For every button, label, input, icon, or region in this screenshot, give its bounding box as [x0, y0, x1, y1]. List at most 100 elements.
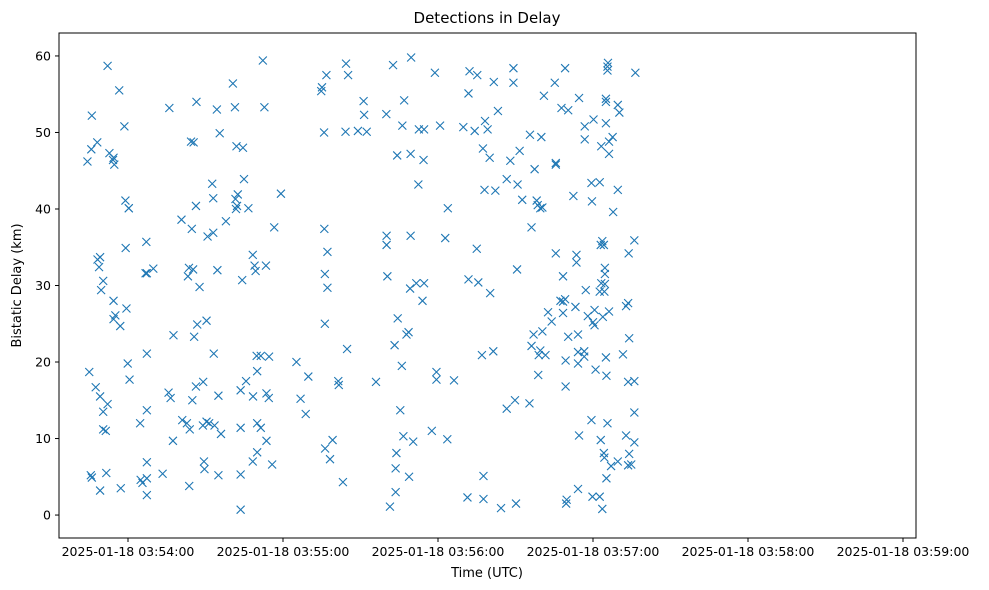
y-axis-label: Bistatic Delay (km): [10, 223, 25, 347]
detection-point: [101, 426, 111, 436]
detection-point: [624, 333, 634, 343]
detection-point: [109, 160, 119, 169]
detection-point: [480, 116, 490, 126]
detection-point: [621, 431, 631, 440]
detection-point: [260, 102, 269, 112]
detection-point: [432, 367, 441, 377]
detection-point: [256, 351, 266, 361]
detection-point: [276, 189, 286, 199]
detection-point: [509, 78, 518, 88]
detection-point: [435, 121, 445, 130]
detection-point: [382, 231, 391, 241]
detection-point: [599, 453, 609, 463]
detection-point: [189, 138, 199, 147]
detection-point: [141, 237, 151, 247]
detection-point: [485, 153, 495, 163]
detection-point: [614, 108, 624, 117]
detection-point: [214, 470, 223, 480]
detection-point: [98, 276, 108, 286]
detection-point: [613, 457, 623, 466]
detection-point: [596, 435, 606, 445]
x-tick-label: 2025-01-18 03:58:00: [682, 544, 815, 559]
detection-point: [560, 63, 570, 73]
detection-point: [95, 486, 105, 495]
detection-point: [341, 59, 351, 68]
detection-point: [533, 370, 543, 380]
detection-point: [574, 431, 584, 440]
detection-point: [539, 91, 549, 101]
detection-point: [606, 461, 616, 471]
detection-point: [419, 125, 429, 134]
detection-point: [572, 258, 581, 267]
detection-point: [406, 149, 416, 159]
detection-point: [579, 352, 589, 362]
detection-point: [248, 250, 258, 260]
detection-point: [505, 156, 515, 166]
detection-point: [236, 423, 246, 433]
detection-point: [248, 392, 258, 401]
detection-point: [320, 319, 330, 329]
detection-point: [551, 160, 561, 169]
detection-point: [95, 392, 105, 401]
detection-point: [512, 265, 522, 274]
detection-point: [392, 151, 402, 160]
detection-point: [381, 109, 391, 119]
detection-point: [595, 177, 605, 187]
detection-point: [515, 146, 525, 156]
detection-point: [142, 457, 152, 467]
detection-point: [195, 282, 204, 292]
detection-point: [233, 190, 243, 199]
detection-point: [115, 321, 125, 331]
detection-point: [623, 298, 633, 308]
detection-point: [427, 426, 437, 436]
detection-point: [597, 504, 607, 514]
detection-point: [562, 495, 572, 505]
detection-point: [580, 121, 590, 131]
detection-point: [142, 473, 152, 483]
detection-point: [216, 429, 226, 439]
detection-point: [382, 240, 391, 250]
detection-point: [557, 103, 566, 113]
detection-point: [629, 376, 639, 386]
detection-point: [464, 89, 473, 98]
detection-point: [103, 61, 112, 71]
detection-point: [323, 247, 332, 257]
detection-point: [177, 415, 187, 425]
detection-point: [525, 130, 535, 140]
detection-point: [397, 361, 407, 371]
detection-point: [142, 268, 152, 278]
detection-point: [188, 265, 198, 274]
detection-point: [580, 134, 590, 144]
detection-point: [392, 448, 401, 458]
detection-point: [391, 463, 401, 473]
detection-point: [502, 404, 512, 414]
detection-point: [269, 222, 279, 232]
chart-title: Detections in Delay: [414, 9, 561, 27]
detection-point: [600, 279, 610, 289]
detection-point: [574, 93, 584, 103]
detection-point: [477, 350, 487, 360]
detection-point: [87, 111, 97, 121]
detection-point: [262, 388, 271, 398]
detection-point: [551, 248, 561, 258]
detection-point: [613, 100, 623, 110]
detection-point: [164, 388, 173, 398]
detection-point: [92, 138, 102, 147]
detection-point: [192, 97, 201, 107]
x-axis-label: Time (UTC): [450, 566, 523, 581]
detection-point: [419, 278, 429, 288]
detection-point: [256, 423, 266, 433]
detection-point: [624, 248, 634, 258]
detection-point: [142, 405, 152, 415]
detection-point: [166, 393, 176, 403]
detection-point: [252, 418, 262, 428]
detection-point: [202, 417, 211, 427]
detection-point: [95, 252, 105, 262]
detection-point: [406, 53, 416, 62]
detection-point: [191, 201, 201, 211]
detection-point: [558, 271, 568, 281]
detection-point: [561, 499, 571, 508]
detection-point: [239, 174, 249, 184]
detection-point: [87, 473, 97, 482]
detection-point: [543, 307, 553, 317]
